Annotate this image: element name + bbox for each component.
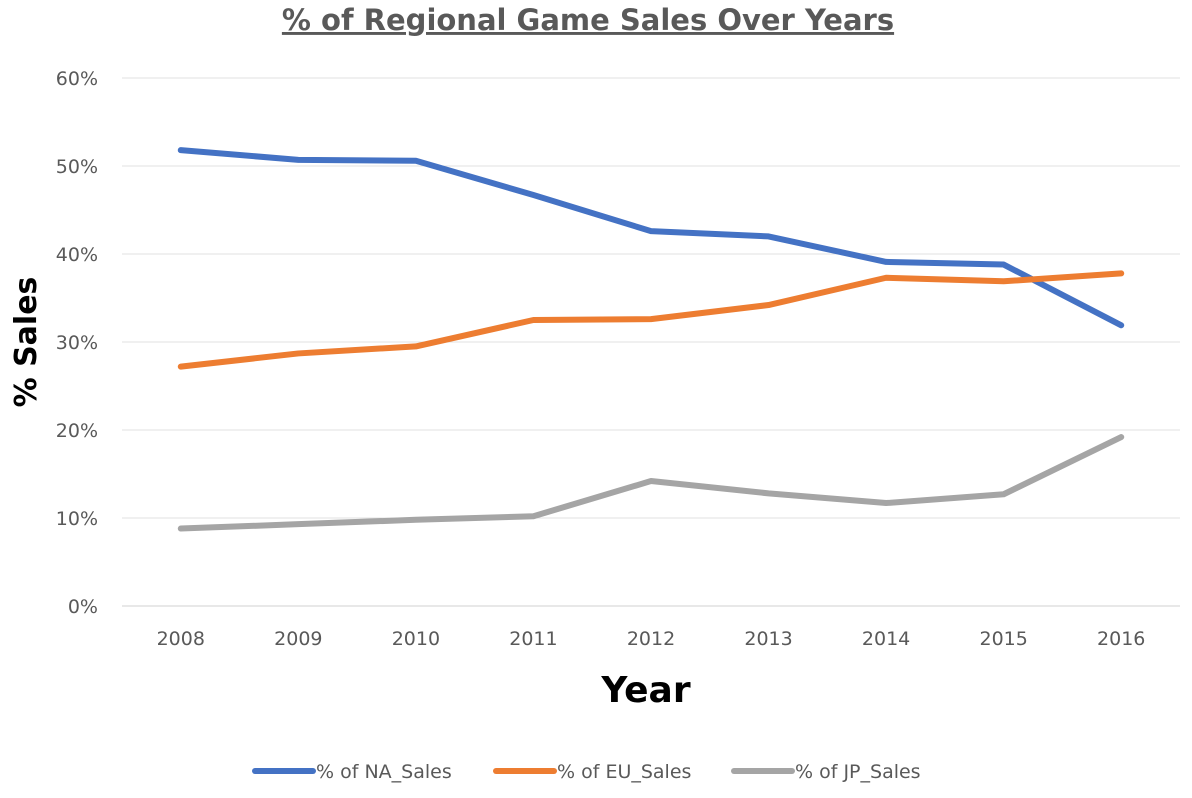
x-axis-ticks: 2008 2009 2010 2011 2012 2013 2014 2015 2016 <box>157 628 1146 650</box>
x-tick-label: 2015 <box>979 628 1027 650</box>
x-tick-label: 2011 <box>509 628 557 650</box>
x-tick-label: 2014 <box>862 628 910 650</box>
x-tick-label: 2012 <box>627 628 675 650</box>
y-axis-title: % Sales <box>9 277 44 408</box>
legend: % of NA_Sales % of EU_Sales % of JP_Sales <box>252 761 921 783</box>
x-tick-label: 2008 <box>157 628 205 650</box>
legend-label: % of JP_Sales <box>795 761 921 783</box>
y-tick-label: 40% <box>56 244 98 266</box>
series-line <box>177 270 1125 370</box>
legend-label: % of EU_Sales <box>557 761 691 783</box>
y-tick-label: 60% <box>56 68 98 90</box>
x-tick-label: 2009 <box>274 628 322 650</box>
gridlines <box>122 77 1180 607</box>
series-line <box>177 434 1125 532</box>
chart-title: % of Regional Game Sales Over Years <box>282 3 894 37</box>
series-lines <box>177 147 1125 532</box>
x-tick-label: 2010 <box>392 628 440 650</box>
x-tick-label: 2013 <box>744 628 792 650</box>
y-tick-label: 10% <box>56 508 98 530</box>
y-tick-label: 50% <box>56 156 98 178</box>
x-tick-label: 2016 <box>1097 628 1145 650</box>
y-tick-label: 30% <box>56 332 98 354</box>
y-axis-ticks: 0% 10% 20% 30% 40% 50% 60% <box>56 68 98 618</box>
y-tick-label: 0% <box>68 596 98 618</box>
x-axis-title: Year <box>600 670 690 711</box>
legend-label: % of NA_Sales <box>316 761 452 783</box>
series-line <box>177 147 1125 329</box>
y-tick-label: 20% <box>56 420 98 442</box>
